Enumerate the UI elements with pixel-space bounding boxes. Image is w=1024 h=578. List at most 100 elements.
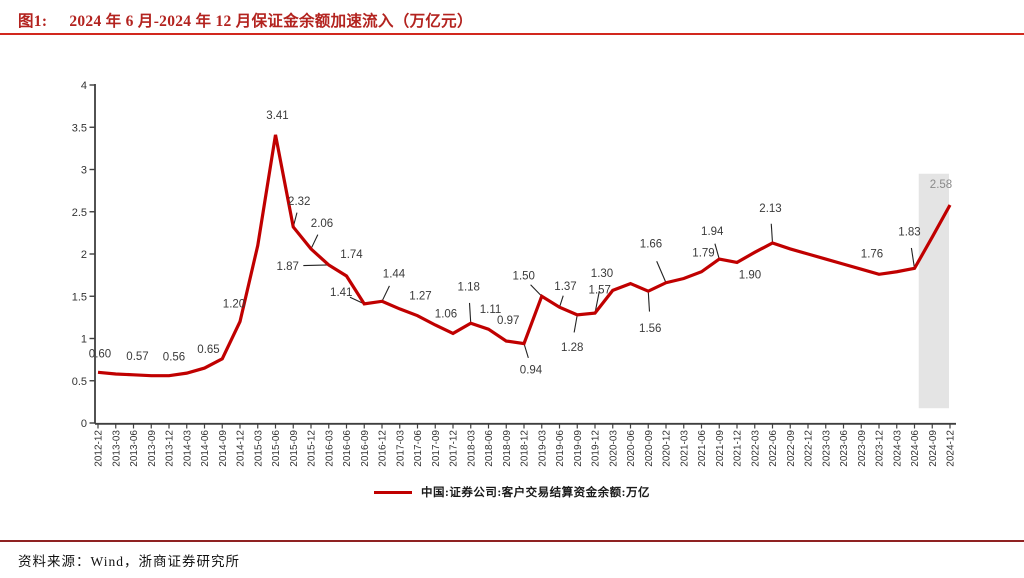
point-label: 1.37	[554, 281, 576, 293]
label-leader-line	[714, 243, 720, 260]
x-tick-label: 2022-12	[804, 430, 815, 467]
x-tick-label: 2017-09	[431, 430, 442, 467]
point-label: 0.94	[520, 365, 543, 377]
x-tick-label: 2022-09	[786, 430, 797, 467]
label-leader-line	[594, 291, 600, 314]
x-tick-label: 2017-12	[449, 430, 460, 467]
label-leader-line	[303, 264, 329, 267]
label-leader-line	[523, 343, 529, 359]
footer-rule	[0, 540, 1024, 542]
x-tick-label: 2024-09	[928, 430, 939, 467]
point-label: 1.83	[898, 226, 920, 238]
label-leader-line	[647, 291, 651, 312]
point-label: 1.27	[409, 291, 431, 303]
label-leader-line	[910, 247, 916, 269]
x-tick-label: 2015-09	[289, 430, 300, 467]
x-tick-label: 2015-06	[271, 430, 282, 467]
point-label: 0.65	[197, 344, 219, 356]
point-label: 2.06	[311, 218, 333, 230]
source-prefix: 资料来源：	[18, 554, 91, 569]
x-tick-label: 2023-09	[857, 430, 868, 467]
y-tick-label: 0	[81, 418, 87, 430]
point-label: 1.56	[639, 323, 661, 335]
point-label: 0.57	[126, 351, 148, 363]
x-tick-label: 2016-12	[378, 430, 389, 467]
point-label: 1.06	[435, 308, 457, 320]
x-tick-label: 2023-06	[839, 430, 850, 467]
y-tick-label: 4	[81, 80, 87, 92]
point-label: 1.20	[223, 299, 245, 311]
x-tick-label: 2012-12	[94, 430, 105, 467]
x-tick-label: 2020-03	[608, 430, 619, 467]
point-label: 0.56	[163, 352, 185, 364]
point-label: 1.66	[640, 239, 662, 251]
y-tick-label: 3.5	[72, 122, 87, 134]
point-label: 2.32	[288, 196, 310, 208]
x-tick-label: 2022-03	[750, 430, 761, 467]
x-tick-label: 2024-03	[892, 430, 903, 467]
x-tick-label: 2018-03	[466, 430, 477, 467]
x-tick-label: 2013-12	[165, 430, 176, 467]
x-tick-label: 2013-09	[147, 430, 158, 467]
x-tick-label: 2022-06	[768, 430, 779, 467]
x-tick-label: 2018-09	[502, 430, 513, 467]
highlight-band	[918, 173, 949, 409]
chart-legend: 中国:证券公司:客户交易结算资金余额:万亿	[0, 484, 1024, 500]
point-label: 1.11	[480, 304, 502, 316]
y-tick-label: 2.5	[72, 207, 87, 219]
x-tick-label: 2015-12	[307, 430, 318, 467]
label-leader-line	[558, 295, 564, 308]
point-label: 1.87	[277, 261, 299, 273]
legend-line-swatch	[374, 490, 412, 494]
label-leader-line	[573, 314, 578, 333]
y-tick-label: 1	[81, 334, 87, 346]
legend-label: 中国:证券公司:客户交易结算资金余额:万亿	[421, 487, 650, 499]
x-tick-label: 2018-12	[520, 430, 531, 467]
y-tick-label: 0.5	[72, 376, 87, 388]
y-tick-label: 2	[81, 249, 87, 261]
x-tick-label: 2023-03	[821, 430, 832, 467]
point-label: 1.18	[458, 281, 480, 293]
x-tick-label: 2019-12	[591, 430, 602, 467]
point-label: 1.74	[340, 249, 363, 261]
figure-number: 图1:	[18, 13, 48, 30]
label-leader-line	[381, 285, 390, 302]
y-tick-label: 1.5	[72, 291, 87, 303]
source-text: Wind，浙商证券研究所	[90, 554, 240, 569]
point-label: 1.30	[591, 268, 613, 280]
x-tick-label: 2020-06	[626, 430, 637, 467]
point-label: 0.60	[89, 348, 111, 360]
figure-header: 图1: 2024 年 6 月-2024 年 12 月保证金余额加速流入（万亿元）	[18, 9, 473, 31]
x-tick-label: 2024-12	[946, 430, 957, 467]
point-label: 1.28	[561, 342, 583, 354]
x-tick-label: 2016-06	[342, 430, 353, 467]
point-label: 1.79	[692, 248, 714, 260]
x-tick-label: 2024-06	[910, 430, 921, 467]
x-tick-label: 2020-12	[662, 430, 673, 467]
point-label: 2.58	[930, 179, 952, 191]
point-label: 0.97	[497, 315, 519, 327]
x-tick-label: 2019-03	[537, 430, 548, 467]
point-label: 3.41	[266, 110, 288, 122]
x-tick-label: 2013-03	[111, 430, 122, 467]
x-tick-label: 2014-09	[218, 430, 229, 467]
point-label: 1.90	[739, 269, 761, 281]
x-tick-label: 2020-09	[644, 430, 655, 467]
label-leader-line	[770, 223, 774, 244]
x-tick-label: 2019-09	[573, 430, 584, 467]
label-leader-line	[656, 261, 667, 283]
x-tick-label: 2016-09	[360, 430, 371, 467]
x-tick-label: 2017-03	[395, 430, 406, 467]
figure-title: 2024 年 6 月-2024 年 12 月保证金余额加速流入（万亿元）	[69, 13, 473, 30]
x-tick-label: 2021-06	[697, 430, 708, 467]
point-label: 1.57	[589, 284, 611, 296]
x-tick-label: 2019-06	[555, 430, 566, 467]
point-label: 1.76	[861, 248, 883, 260]
label-leader-line	[468, 302, 472, 324]
title-underline	[0, 33, 1024, 35]
point-label: 1.41	[330, 287, 352, 299]
x-tick-label: 2021-03	[679, 430, 690, 467]
x-tick-label: 2013-06	[129, 430, 140, 467]
x-tick-label: 2021-12	[733, 430, 744, 467]
